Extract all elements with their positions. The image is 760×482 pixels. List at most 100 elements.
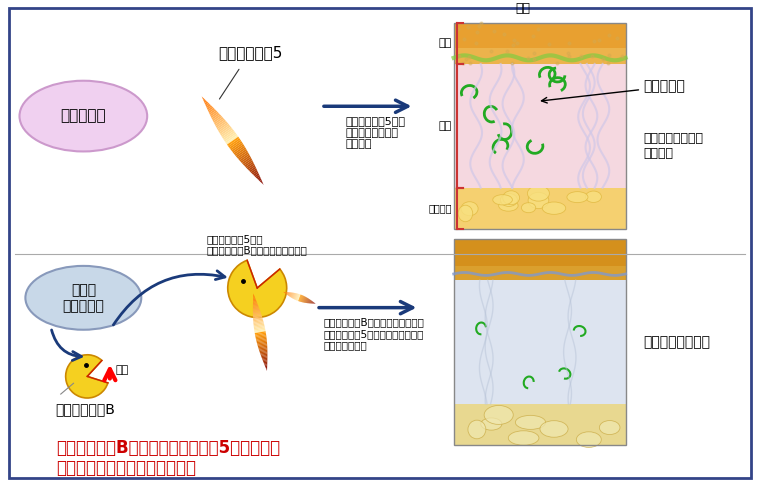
- Polygon shape: [292, 293, 295, 298]
- Ellipse shape: [540, 421, 568, 437]
- FancyBboxPatch shape: [454, 23, 625, 64]
- Polygon shape: [207, 105, 212, 110]
- Polygon shape: [249, 166, 256, 172]
- Polygon shape: [262, 183, 264, 185]
- Ellipse shape: [527, 186, 549, 201]
- Polygon shape: [231, 143, 243, 152]
- Polygon shape: [304, 297, 306, 303]
- Polygon shape: [290, 293, 292, 297]
- Polygon shape: [287, 292, 290, 295]
- Polygon shape: [247, 163, 255, 170]
- Polygon shape: [254, 327, 265, 331]
- Text: グランザイムBによるファイブリン5の分解は、
エラスチン線維形成を抑制する: グランザイムBによるファイブリン5の分解は、 エラスチン線維形成を抑制する: [55, 439, 280, 477]
- Polygon shape: [252, 170, 258, 174]
- Text: 真皮: 真皮: [439, 121, 451, 131]
- Polygon shape: [218, 124, 230, 133]
- Polygon shape: [203, 99, 206, 101]
- Polygon shape: [286, 292, 287, 294]
- Polygon shape: [309, 300, 311, 303]
- Polygon shape: [289, 292, 290, 296]
- Polygon shape: [253, 312, 261, 315]
- Polygon shape: [211, 113, 220, 120]
- Polygon shape: [258, 347, 268, 350]
- Text: ファイブリン5は、
グランザイムBによって分解される: ファイブリン5は、 グランザイムBによって分解される: [207, 234, 308, 255]
- Polygon shape: [255, 334, 266, 337]
- Polygon shape: [312, 302, 314, 304]
- Polygon shape: [257, 342, 267, 345]
- Polygon shape: [266, 368, 267, 370]
- Polygon shape: [214, 117, 223, 124]
- Ellipse shape: [20, 80, 147, 151]
- Polygon shape: [253, 317, 262, 320]
- Polygon shape: [236, 149, 247, 158]
- Polygon shape: [258, 346, 268, 348]
- Polygon shape: [309, 299, 310, 303]
- Polygon shape: [293, 293, 295, 299]
- Polygon shape: [258, 344, 268, 347]
- Text: 皮下組織: 皮下組織: [428, 203, 451, 214]
- Polygon shape: [310, 300, 312, 304]
- Polygon shape: [301, 295, 304, 302]
- Polygon shape: [240, 155, 251, 163]
- Polygon shape: [264, 362, 268, 363]
- Ellipse shape: [543, 202, 565, 214]
- Polygon shape: [257, 340, 267, 343]
- Ellipse shape: [484, 405, 513, 425]
- Polygon shape: [261, 355, 268, 357]
- Polygon shape: [254, 325, 264, 328]
- Polygon shape: [312, 302, 313, 304]
- Text: 肌弾力は低下する: 肌弾力は低下する: [643, 335, 711, 349]
- Polygon shape: [222, 130, 234, 139]
- Ellipse shape: [503, 191, 520, 205]
- Ellipse shape: [515, 415, 546, 429]
- Polygon shape: [202, 98, 204, 100]
- Polygon shape: [291, 293, 293, 298]
- Polygon shape: [261, 353, 268, 356]
- Polygon shape: [293, 293, 296, 299]
- Polygon shape: [211, 112, 219, 118]
- Ellipse shape: [528, 192, 549, 209]
- Polygon shape: [295, 294, 298, 300]
- Polygon shape: [308, 299, 310, 303]
- FancyBboxPatch shape: [454, 239, 625, 280]
- Polygon shape: [292, 293, 294, 298]
- Polygon shape: [296, 294, 299, 301]
- Polygon shape: [302, 296, 305, 302]
- Polygon shape: [300, 295, 303, 302]
- Polygon shape: [255, 335, 266, 338]
- Polygon shape: [254, 326, 264, 329]
- Polygon shape: [253, 315, 261, 318]
- Polygon shape: [258, 178, 261, 181]
- Polygon shape: [253, 307, 259, 309]
- Polygon shape: [260, 180, 262, 182]
- Polygon shape: [256, 339, 267, 342]
- Polygon shape: [299, 295, 302, 301]
- Polygon shape: [220, 127, 232, 135]
- Text: 健康な皮膚: 健康な皮膚: [61, 108, 106, 123]
- Ellipse shape: [461, 202, 478, 215]
- Polygon shape: [213, 116, 223, 123]
- Polygon shape: [258, 343, 267, 346]
- Ellipse shape: [585, 191, 601, 202]
- Text: ファイブリン5: ファイブリン5: [218, 45, 283, 60]
- Polygon shape: [253, 311, 261, 313]
- FancyBboxPatch shape: [454, 404, 625, 445]
- Polygon shape: [302, 296, 304, 302]
- Polygon shape: [253, 313, 261, 316]
- Polygon shape: [254, 322, 264, 325]
- Polygon shape: [307, 298, 309, 303]
- Text: 表皮: 表皮: [439, 39, 451, 48]
- Polygon shape: [253, 296, 255, 297]
- Polygon shape: [255, 330, 265, 333]
- Polygon shape: [257, 176, 261, 180]
- FancyBboxPatch shape: [454, 188, 625, 229]
- Polygon shape: [306, 298, 309, 303]
- Polygon shape: [259, 348, 268, 351]
- Polygon shape: [298, 295, 301, 301]
- Polygon shape: [253, 319, 263, 321]
- Polygon shape: [253, 301, 257, 303]
- Polygon shape: [204, 100, 207, 103]
- Polygon shape: [256, 336, 267, 339]
- Polygon shape: [223, 131, 235, 140]
- Polygon shape: [201, 96, 203, 98]
